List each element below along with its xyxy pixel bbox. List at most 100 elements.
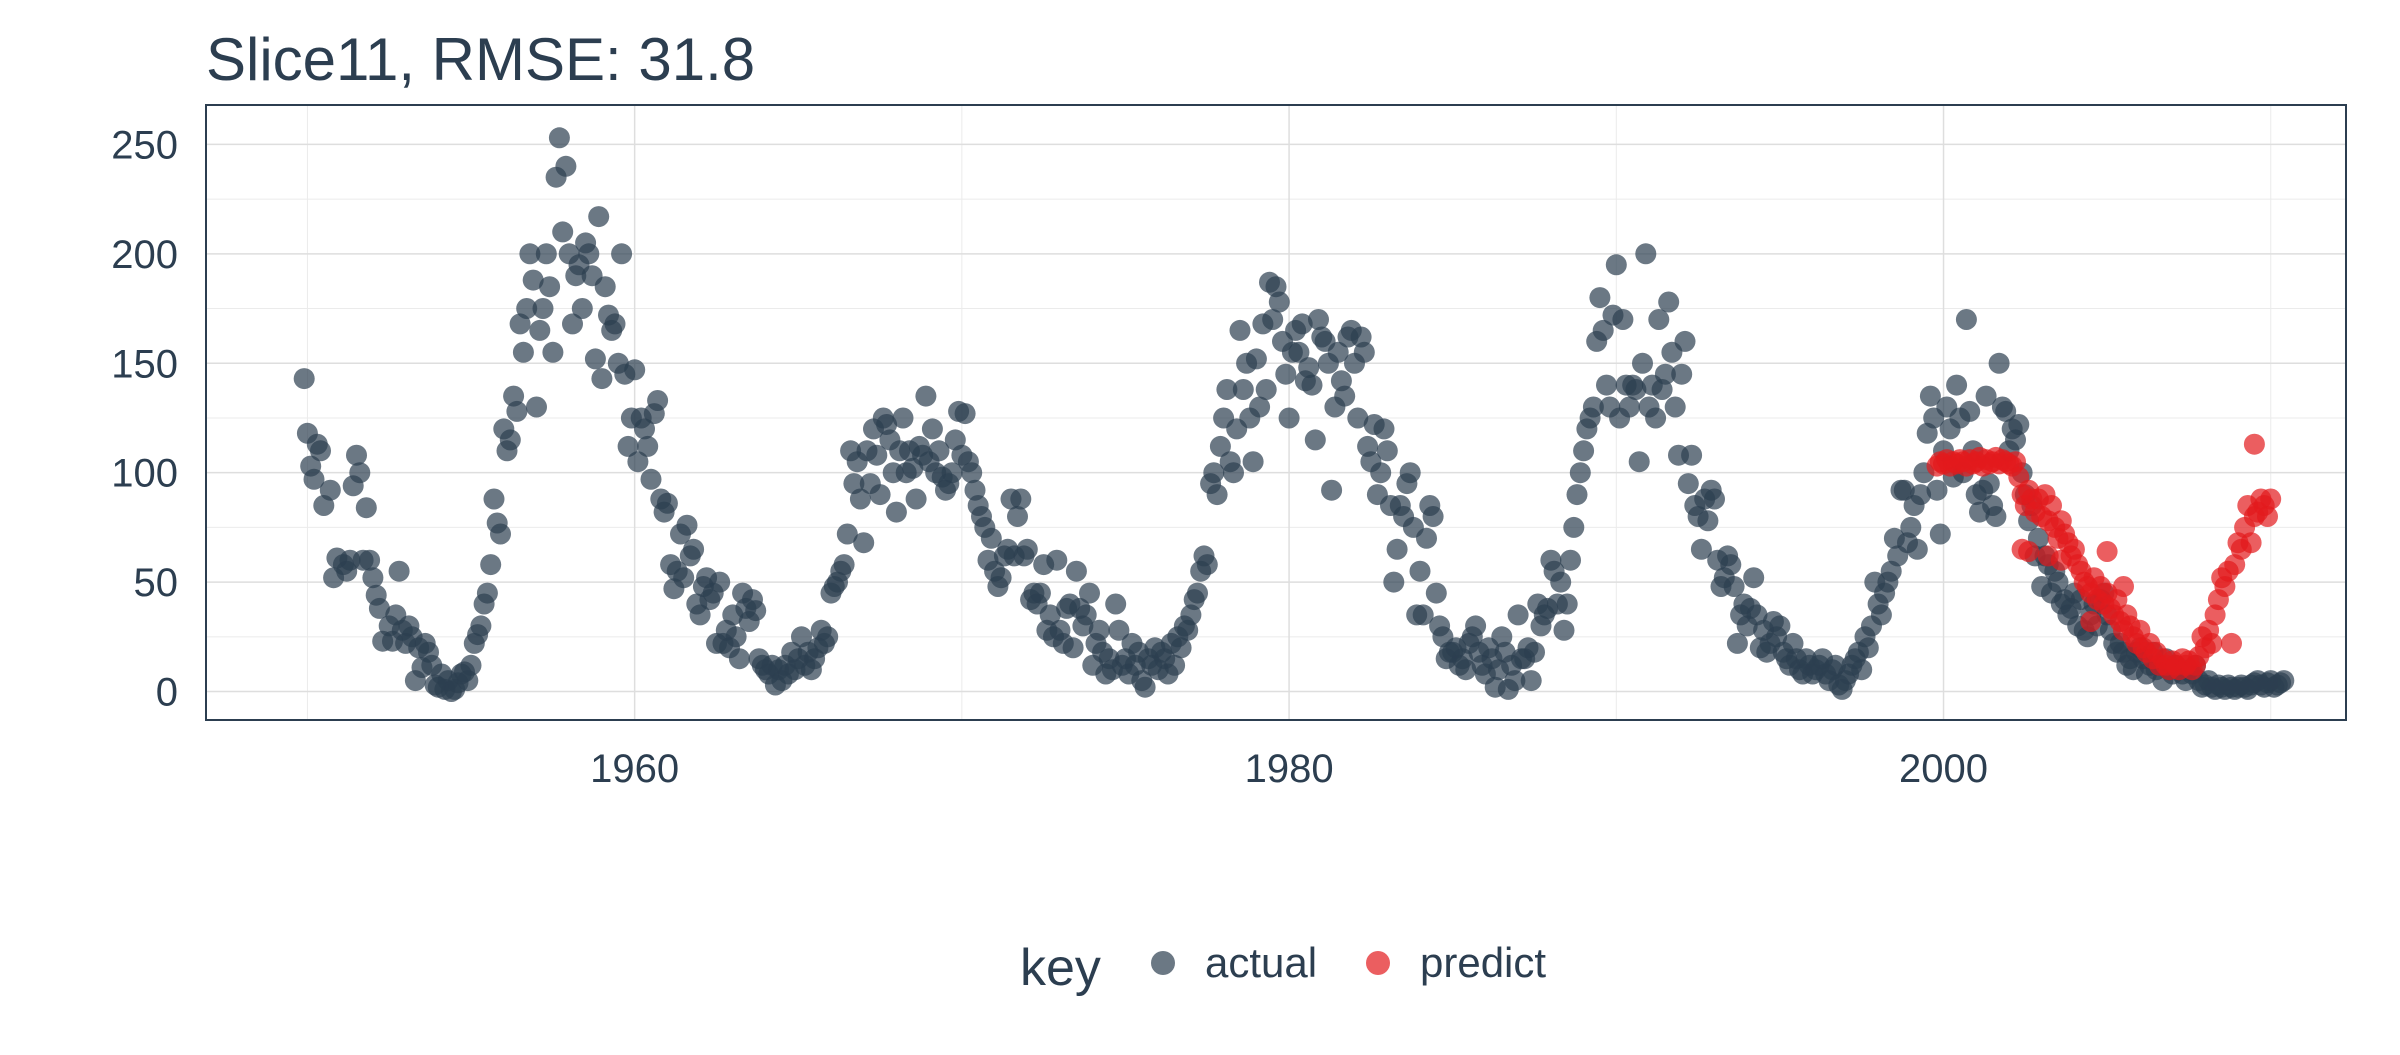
actual-point: [1278, 407, 1300, 429]
actual-point: [849, 488, 871, 510]
actual-point: [476, 582, 498, 604]
actual-point: [1088, 619, 1110, 641]
actual-point: [1910, 484, 1932, 506]
actual-point: [990, 567, 1012, 589]
actual-point: [1298, 357, 1320, 379]
actual-point: [1242, 451, 1264, 473]
legend-marker-predict: [1366, 951, 1390, 975]
actual-point: [506, 400, 528, 422]
actual-point: [1399, 462, 1421, 484]
actual-point: [362, 567, 384, 589]
actual-point: [1582, 396, 1604, 418]
actual-point: [1697, 510, 1719, 532]
actual-point: [1196, 554, 1218, 576]
predict-point: [2113, 576, 2134, 597]
actual-point: [1671, 363, 1693, 385]
actual-point: [512, 341, 534, 363]
actual-point: [1079, 582, 1100, 604]
actual-point: [359, 549, 381, 571]
actual-point: [640, 468, 662, 490]
data-points: [293, 127, 2295, 702]
actual-point: [1504, 670, 1526, 692]
actual-point: [1926, 479, 1948, 501]
actual-point: [1560, 549, 1581, 571]
actual-point: [833, 554, 855, 576]
actual-point: [1605, 254, 1627, 276]
actual-point: [1010, 488, 1032, 510]
actual-point: [745, 600, 767, 622]
chart-title: Slice11, RMSE: 31.8: [206, 26, 755, 93]
actual-point: [1612, 309, 1634, 330]
actual-point: [1465, 615, 1487, 637]
actual-point: [1288, 341, 1310, 363]
actual-point: [1105, 593, 1127, 615]
actual-point: [1556, 593, 1578, 615]
actual-point: [1628, 451, 1650, 473]
actual-point: [647, 390, 669, 411]
actual-point: [817, 626, 839, 648]
actual-point: [1216, 379, 1238, 400]
actual-point: [961, 462, 983, 484]
actual-point: [578, 243, 600, 265]
actual-point: [892, 407, 914, 429]
actual-point: [1550, 571, 1572, 593]
actual-point: [584, 348, 606, 370]
actual-point: [1425, 582, 1447, 604]
actual-point: [1596, 374, 1617, 396]
predict-point: [2018, 541, 2040, 562]
actual-point: [673, 567, 695, 589]
actual-point: [1681, 444, 1703, 466]
actual-point: [516, 298, 538, 319]
axis-tick-labels: 1960 1980 2000 0 50 100 150 200 250: [111, 123, 1988, 791]
actual-point: [1959, 400, 1981, 422]
actual-point: [1347, 407, 1369, 429]
actual-point: [303, 468, 325, 490]
actual-point: [562, 313, 583, 335]
actual-point: [683, 538, 705, 560]
actual-point: [522, 269, 544, 291]
actual-point: [555, 155, 577, 177]
actual-point: [1978, 473, 2000, 495]
actual-point: [1769, 615, 1791, 637]
predict-point: [2260, 488, 2282, 510]
actual-point: [617, 435, 639, 457]
actual-point: [1573, 440, 1595, 462]
actual-point: [1720, 554, 1742, 576]
actual-point: [1412, 604, 1434, 626]
actual-point: [310, 440, 331, 462]
actual-point: [689, 604, 711, 626]
actual-point: [499, 429, 521, 451]
actual-point: [470, 615, 492, 637]
legend-marker-actual: [1151, 951, 1175, 975]
actual-point: [293, 368, 315, 390]
actual-point: [885, 501, 907, 523]
actual-point: [1046, 549, 1068, 571]
actual-point: [588, 206, 610, 228]
actual-point: [1065, 560, 1087, 582]
actual-point: [1645, 407, 1667, 429]
actual-point: [1170, 637, 1192, 659]
actual-point: [853, 532, 875, 554]
actual-point: [1632, 352, 1653, 374]
actual-point: [1327, 341, 1349, 363]
actual-point: [1016, 538, 1038, 560]
legend-title: key: [1020, 939, 1101, 997]
actual-point: [1906, 538, 1928, 560]
actual-point: [634, 418, 655, 440]
actual-point: [1946, 374, 1968, 396]
actual-point: [1569, 462, 1591, 484]
plot-panel-border: [205, 104, 2347, 721]
actual-point: [1664, 396, 1686, 418]
actual-point: [1353, 341, 1375, 363]
actual-point: [1029, 582, 1051, 604]
actual-point: [928, 440, 950, 462]
actual-point: [1566, 484, 1588, 506]
actual-point: [869, 484, 891, 506]
actual-point: [1249, 396, 1271, 418]
actual-point: [1134, 676, 1156, 698]
x-tick-label: 1980: [1245, 747, 1334, 791]
actual-point: [1223, 462, 1244, 484]
actual-point: [728, 648, 750, 670]
actual-point: [594, 276, 616, 298]
actual-point: [542, 341, 564, 363]
